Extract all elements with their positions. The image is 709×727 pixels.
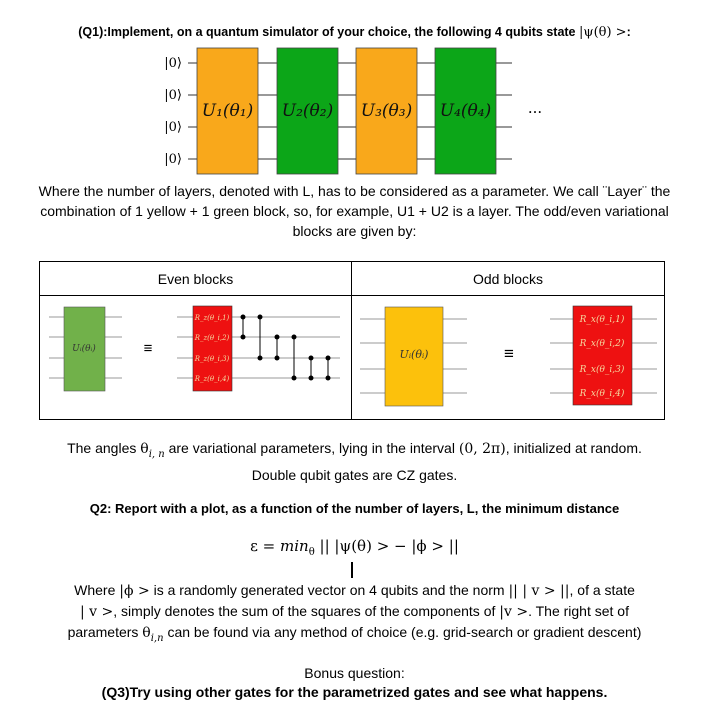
rz-gate-label: R_z(θ_i,3) bbox=[194, 355, 230, 363]
rz-gate-label: R_z(θ_i,1) bbox=[194, 314, 230, 322]
unitary-block bbox=[276, 47, 339, 175]
cz-control-dot bbox=[257, 314, 263, 320]
q1-text: (Q1):Implement, on a quantum simulator o… bbox=[78, 25, 576, 39]
unitary-block bbox=[355, 47, 418, 175]
unitary-block-label: U₁(θ₁) bbox=[202, 101, 253, 121]
rx-gate-label: R_x(θ_i,1) bbox=[579, 314, 625, 325]
rz-gate-label: R_z(θ_i,2) bbox=[194, 334, 230, 342]
interval: (0, 2π) bbox=[458, 441, 506, 457]
rx-gate-label: R_x(θ_i,3) bbox=[579, 364, 625, 375]
even-blocks-header: Even blocks bbox=[39, 261, 352, 296]
v-ket-2: |v > bbox=[499, 604, 529, 620]
even-unitary-label: Uᵢ(θᵢ) bbox=[72, 343, 96, 354]
where-post: , of a state bbox=[569, 582, 635, 598]
unitary-block-label: U₄(θ₄) bbox=[440, 101, 491, 121]
qubit-label: |0⟩ bbox=[164, 120, 182, 135]
text-cursor bbox=[351, 562, 353, 578]
theta-subscript: i, n bbox=[148, 448, 165, 460]
distance-equation: ε = minθ || |ψ(θ) > − |ϕ > || bbox=[0, 537, 709, 558]
unitary-block-label: U₂(θ₂) bbox=[282, 101, 333, 121]
bonus-label: Bonus question: bbox=[304, 665, 405, 681]
odd-block-diagram: Uᵢ(θᵢ) ≡ R_x(θ_i,1) R_x(θ_i,2) R_x(θ_i,3) R… bbox=[360, 305, 657, 407]
cz-control-dot bbox=[240, 314, 246, 320]
rx-gate-label: R_x(θ_i,2) bbox=[579, 338, 625, 349]
qubit-label: |0⟩ bbox=[164, 152, 182, 167]
unitary-block-label: U₃(θ₃) bbox=[361, 101, 412, 121]
theta-symbol: θ bbox=[142, 625, 151, 641]
q1-colon: : bbox=[626, 25, 631, 39]
q1-heading: (Q1):Implement, on a quantum simulator o… bbox=[0, 25, 709, 40]
cz-note: Double qubit gates are CZ gates. bbox=[251, 466, 458, 483]
q3-heading: (Q3)Try using other gates for the parame… bbox=[101, 684, 608, 700]
qubit-label: |0⟩ bbox=[164, 88, 182, 103]
v-ket: | v > bbox=[80, 604, 114, 620]
cz-target-dot bbox=[325, 375, 331, 381]
cz-target-dot bbox=[291, 375, 297, 381]
where-pre: Where bbox=[74, 582, 116, 598]
norm-expression: || |ψ(θ) > − |ϕ > || bbox=[319, 537, 459, 555]
cz-target-dot bbox=[240, 334, 246, 340]
rz-gate-column bbox=[192, 305, 233, 392]
angles-paragraph: The angles θi, n are variational paramet… bbox=[20, 438, 689, 485]
cz-control-dot bbox=[325, 355, 331, 361]
layered-circuit-diagram: U₁(θ₁) U₂(θ₂) U₃(θ₃) U₄(θ₄) |0⟩ |0⟩ |0⟩ |0⟩… bbox=[164, 47, 542, 175]
min-subscript: θ bbox=[308, 547, 315, 558]
angles-mid: are variational parameters, lying in the… bbox=[168, 440, 455, 456]
unitary-blocks: U₁(θ₁) U₂(θ₂) U₃(θ₃) U₄(θ₄) bbox=[196, 47, 497, 175]
theta-symbol: θ bbox=[140, 441, 149, 457]
where-line2-mid: , simply denotes the sum of the squares … bbox=[113, 603, 496, 619]
ellipsis: ··· bbox=[528, 103, 542, 121]
odd-unitary-box bbox=[384, 306, 444, 407]
theta-subscript: i,n bbox=[150, 632, 164, 644]
norm-symbol: || | v > || bbox=[508, 583, 570, 599]
rz-gate-label: R_z(θ_i,4) bbox=[194, 375, 230, 383]
cz-gates bbox=[240, 314, 331, 381]
cz-control-dot bbox=[291, 334, 297, 340]
where-mid: is a randomly generated vector on 4 qubi… bbox=[153, 582, 505, 598]
odd-blocks-header: Odd blocks bbox=[351, 261, 665, 296]
layers-paragraph: Where the number of layers, denoted with… bbox=[38, 183, 671, 239]
even-block-cell: Uᵢ(θᵢ) ≡ R_z(θ_i,1) R_z(θ_i,2) R_z(θ_i,3) R… bbox=[39, 295, 352, 420]
q2-heading: Q2: Report with a plot, as a function of… bbox=[89, 501, 620, 516]
even-block-diagram: Uᵢ(θᵢ) ≡ R_z(θ_i,1) R_z(θ_i,2) R_z(θ_i,3) R… bbox=[49, 305, 340, 392]
cz-control-dot bbox=[274, 334, 280, 340]
epsilon: ε = bbox=[250, 537, 276, 555]
rx-gate-label: R_x(θ_i,4) bbox=[579, 388, 625, 399]
where-paragraph: Where |ϕ > is a randomly generated vecto… bbox=[20, 580, 689, 649]
phi-ket: |ϕ > bbox=[119, 583, 150, 599]
even-unitary-box bbox=[63, 306, 106, 392]
rx-gate-column bbox=[572, 305, 633, 406]
unitary-block bbox=[434, 47, 497, 175]
qubit-label: |0⟩ bbox=[164, 56, 182, 71]
min-operator: min bbox=[280, 537, 309, 555]
odd-unitary-label: Uᵢ(θᵢ) bbox=[400, 348, 429, 361]
cz-control-dot bbox=[308, 355, 314, 361]
psi-state: |ψ(θ) > bbox=[579, 25, 627, 40]
equivalence-symbol: ≡ bbox=[144, 340, 153, 357]
angles-post: , initialized at random. bbox=[505, 440, 642, 456]
unitary-block bbox=[196, 47, 259, 175]
odd-block-cell: Uᵢ(θᵢ) ≡ R_x(θ_i,1) R_x(θ_i,2) R_x(θ_i,3) R… bbox=[351, 295, 665, 420]
equivalence-symbol: ≡ bbox=[504, 344, 514, 363]
where-line2-post: . The right set of bbox=[528, 603, 629, 619]
blocks-table: Even blocks Odd blocks Uᵢ(θᵢ) ≡ R_z(θ_i,… bbox=[39, 261, 665, 420]
angles-pre: The angles bbox=[67, 440, 137, 456]
cz-target-dot bbox=[257, 355, 263, 361]
where-line3-post: can be found via any method of choice (e… bbox=[167, 624, 642, 640]
parameters-label: parameters bbox=[67, 624, 139, 640]
cz-target-dot bbox=[308, 375, 314, 381]
cz-target-dot bbox=[274, 355, 280, 361]
